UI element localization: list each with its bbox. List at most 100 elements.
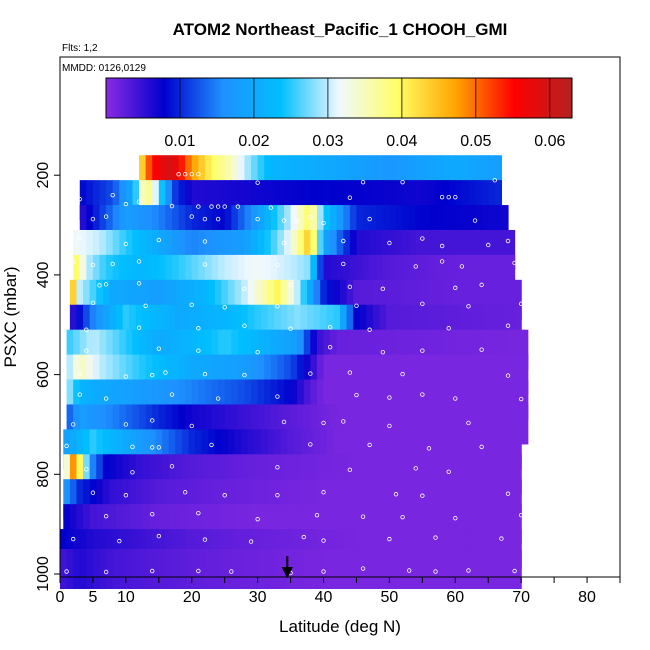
sample-point (446, 326, 451, 331)
heatmap-cell (89, 479, 97, 520)
heatmap-cell (92, 329, 101, 370)
heatmap-cell (139, 254, 147, 295)
heatmap-cell (359, 479, 367, 520)
heatmap-cell (251, 404, 259, 445)
heatmap-cell (228, 279, 236, 320)
heatmap-cell (139, 229, 147, 270)
sample-point (176, 172, 181, 177)
heatmap-cell (274, 504, 282, 545)
heatmap-cell (475, 549, 483, 590)
heatmap-cell (481, 354, 489, 395)
sample-point (202, 239, 208, 244)
sample-point (294, 218, 300, 224)
heatmap-cell (475, 354, 483, 395)
heatmap-cell (66, 549, 74, 590)
heatmap-cell (300, 454, 308, 495)
heatmap-cell (139, 155, 147, 196)
heatmap-cell (415, 404, 423, 445)
heatmap-cell (106, 229, 114, 270)
sample-point (77, 371, 82, 376)
sample-point (347, 370, 353, 375)
heatmap-cell (392, 479, 400, 520)
heatmap-cell (274, 454, 282, 495)
heatmap-cell (191, 180, 199, 221)
heatmap-cell (63, 504, 71, 545)
heatmap-cell (432, 279, 440, 320)
heatmap-cell (415, 155, 423, 196)
heatmap-cell (69, 304, 78, 345)
heatmap-cell (251, 155, 259, 196)
heatmap-cell (402, 354, 410, 395)
heatmap-cell (277, 180, 285, 221)
sample-point (136, 325, 142, 330)
heatmap-cell (274, 304, 282, 345)
heatmap-cell (475, 254, 483, 295)
heatmap-cell (191, 549, 199, 590)
heatmap-cell (99, 329, 107, 370)
heatmap-cell (204, 404, 213, 445)
heatmap-cell (218, 549, 226, 590)
heatmap-cell (468, 205, 476, 246)
heatmap-cell (428, 329, 437, 370)
heatmap-cell (435, 180, 443, 221)
heatmap-cell (224, 354, 232, 395)
heatmap-cell (508, 229, 516, 270)
heatmap-cell (109, 479, 117, 520)
heatmap-cell (96, 429, 104, 470)
heatmap-cell (112, 205, 120, 246)
sample-point (182, 490, 188, 495)
heatmap-cell (218, 254, 226, 295)
heatmap-cell (320, 304, 328, 345)
sample-point (77, 392, 82, 397)
sample-point (466, 304, 471, 309)
sample-point (308, 442, 313, 447)
heatmap-cell (376, 404, 384, 445)
heatmap-cell (139, 180, 147, 221)
heatmap-cell (405, 304, 414, 345)
heatmap-cell (214, 454, 223, 495)
heatmap-cell (234, 429, 242, 470)
sample-point (446, 194, 451, 200)
sample-point (453, 285, 458, 291)
heatmap-cell (353, 454, 361, 495)
heatmap-cell (511, 429, 519, 470)
sample-point (202, 371, 208, 377)
sample-point (525, 468, 530, 473)
heatmap-cell (442, 354, 450, 395)
sample-point (341, 238, 346, 244)
heatmap-cell (415, 205, 423, 246)
heatmap-cell (521, 404, 529, 445)
heatmap-cell (372, 479, 381, 520)
heatmap-cell (494, 549, 503, 590)
heatmap-cell (323, 229, 331, 270)
heatmap-cell (346, 279, 354, 320)
heatmap-cell (333, 279, 341, 320)
heatmap-cell (405, 429, 414, 470)
heatmap-cell (461, 155, 470, 196)
heatmap-cell (228, 454, 236, 495)
heatmap-cell (89, 454, 97, 495)
heatmap-cell (218, 404, 226, 445)
heatmap-cell (389, 155, 397, 196)
heatmap-cell (218, 155, 226, 196)
heatmap-cell (461, 254, 470, 295)
heatmap-cell (340, 279, 348, 320)
heatmap-cell (488, 205, 496, 246)
heatmap-cell (277, 329, 285, 370)
heatmap-cell (264, 549, 272, 590)
heatmap-cell (132, 205, 140, 246)
heatmap-cell (270, 329, 279, 370)
heatmap-cell (425, 454, 433, 495)
heatmap-cell (204, 549, 213, 590)
heatmap-cell (369, 329, 377, 370)
heatmap-cell (409, 549, 417, 590)
heatmap-cell (277, 254, 285, 295)
heatmap-cell (409, 229, 417, 270)
heatmap-cell (448, 180, 456, 221)
sample-point (202, 262, 208, 267)
heatmap-cell (297, 180, 305, 221)
heatmap-cell (501, 254, 509, 295)
heatmap-cell (336, 354, 344, 395)
heatmap-cell (152, 205, 160, 246)
